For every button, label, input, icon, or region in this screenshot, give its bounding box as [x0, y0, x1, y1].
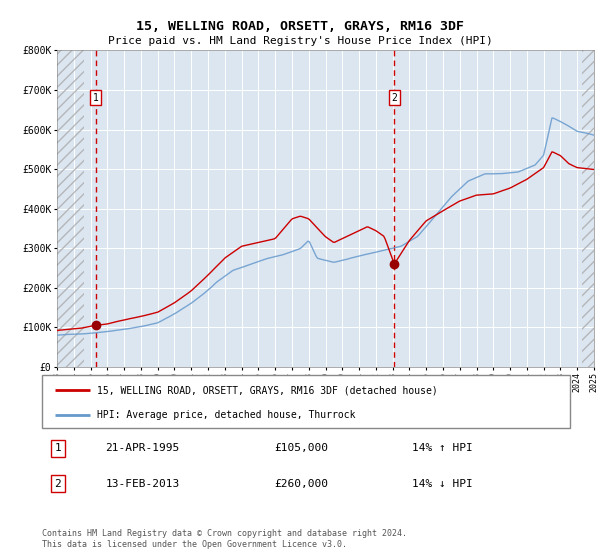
Text: Price paid vs. HM Land Registry's House Price Index (HPI): Price paid vs. HM Land Registry's House …	[107, 36, 493, 46]
Text: 14% ↓ HPI: 14% ↓ HPI	[412, 479, 472, 488]
Text: 15, WELLING ROAD, ORSETT, GRAYS, RM16 3DF: 15, WELLING ROAD, ORSETT, GRAYS, RM16 3D…	[136, 20, 464, 32]
Bar	[582, 50, 594, 367]
Text: £105,000: £105,000	[274, 444, 328, 454]
Text: 21-APR-1995: 21-APR-1995	[106, 444, 179, 454]
FancyBboxPatch shape	[42, 375, 570, 428]
Text: 2: 2	[391, 93, 397, 103]
Text: 15, WELLING ROAD, ORSETT, GRAYS, RM16 3DF (detached house): 15, WELLING ROAD, ORSETT, GRAYS, RM16 3D…	[97, 385, 438, 395]
Text: 14% ↑ HPI: 14% ↑ HPI	[412, 444, 472, 454]
Text: Contains HM Land Registry data © Crown copyright and database right 2024.
This d: Contains HM Land Registry data © Crown c…	[42, 529, 407, 549]
Text: HPI: Average price, detached house, Thurrock: HPI: Average price, detached house, Thur…	[97, 410, 356, 420]
Text: 1: 1	[92, 93, 98, 103]
Text: 13-FEB-2013: 13-FEB-2013	[106, 479, 179, 488]
Text: £260,000: £260,000	[274, 479, 328, 488]
Text: 1: 1	[55, 444, 61, 454]
Bar	[57, 50, 84, 367]
Text: 2: 2	[55, 479, 61, 488]
